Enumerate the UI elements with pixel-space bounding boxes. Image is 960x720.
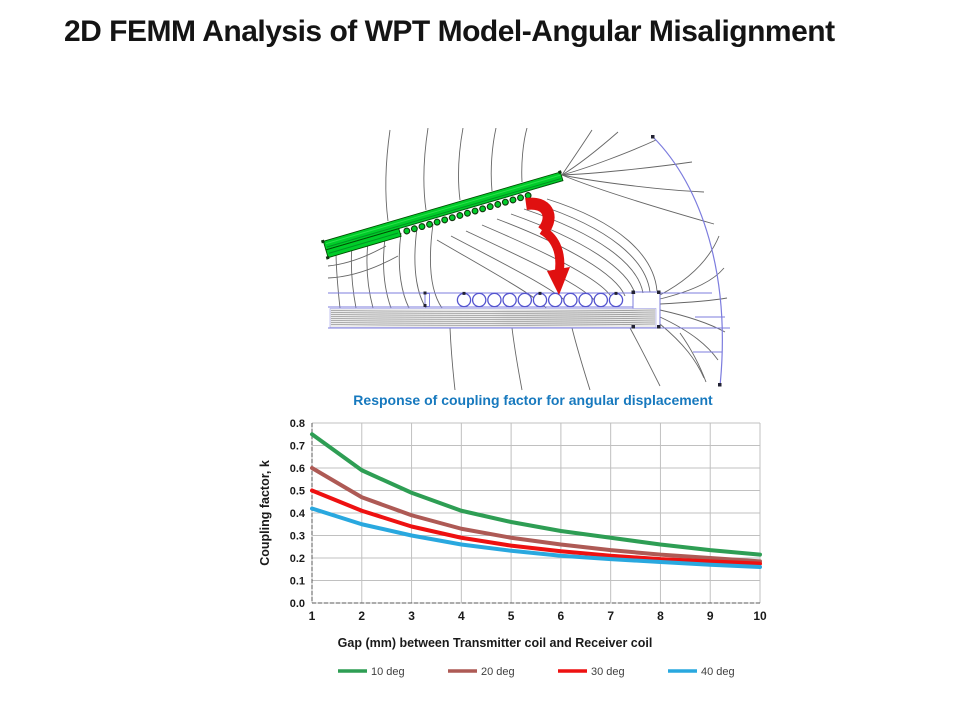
femm-field-plot: [320, 127, 730, 391]
series-line-10-deg: [310, 432, 762, 557]
coupling-chart-svg: 0.0 0.1 0.2 0.3 0.4 0.5 0.6 0.7 0.8 1 2 3 4 5 6 7 8 9 10 Re…: [258, 392, 767, 678]
x-axis-title: Gap (mm) between Transmitter coil and Re…: [338, 636, 653, 650]
y-tick-label: 0.2: [290, 553, 305, 565]
y-tick-label: 0.5: [290, 486, 305, 498]
legend-label-10-deg: 10 deg: [371, 666, 405, 678]
receiver-coil-turns: [403, 192, 532, 235]
x-tick-label: 3: [408, 609, 415, 623]
x-tick-label: 2: [358, 609, 365, 623]
y-tick-label: 0.8: [290, 418, 305, 430]
y-tick-label: 0.6: [290, 463, 305, 475]
x-tick-label: 1: [309, 609, 316, 623]
slide-title: 2D FEMM Analysis of WPT Model-Angular Mi…: [64, 15, 835, 48]
rotation-arrow-icon: [525, 197, 570, 295]
y-tick-label: 0.7: [290, 441, 305, 453]
series-line-20-deg: [310, 466, 762, 564]
series-line-40-deg: [310, 506, 762, 569]
series-line-30-deg: [310, 488, 762, 566]
y-tick-label: 0.0: [290, 598, 305, 610]
legend-label-40-deg: 40 deg: [701, 666, 735, 678]
x-tick-label: 5: [508, 609, 515, 623]
transmitter-coil-turns: [423, 290, 661, 329]
boundary-node: [718, 383, 722, 387]
x-tick-label: 9: [707, 609, 714, 623]
chart-title: Response of coupling factor for angular …: [353, 392, 713, 408]
x-tick-label: 6: [558, 609, 565, 623]
flux-lines: [327, 127, 728, 391]
legend-label-30-deg: 30 deg: [591, 666, 625, 678]
x-tick-label: 4: [458, 609, 465, 623]
boundary-arc: [652, 136, 723, 387]
receiver-coil-plate: [320, 170, 564, 260]
legend-label-20-deg: 20 deg: [481, 666, 515, 678]
y-tick-label: 0.4: [290, 508, 306, 520]
femm-simulation-figure: [300, 127, 740, 392]
ferrite-core-slab: [329, 308, 657, 328]
x-tick-label: 10: [753, 609, 767, 623]
coupling-chart: 0.0 0.1 0.2 0.3 0.4 0.5 0.6 0.7 0.8 1 2 3 4 5 6 7 8 9 10 Re…: [255, 385, 775, 685]
y-tick-label: 0.3: [290, 531, 305, 543]
boundary-node: [651, 135, 655, 139]
y-axis-title: Coupling factor, k: [258, 460, 272, 566]
x-tick-label: 8: [657, 609, 664, 623]
y-tick-label: 0.1: [290, 576, 305, 588]
x-tick-label: 7: [607, 609, 614, 623]
